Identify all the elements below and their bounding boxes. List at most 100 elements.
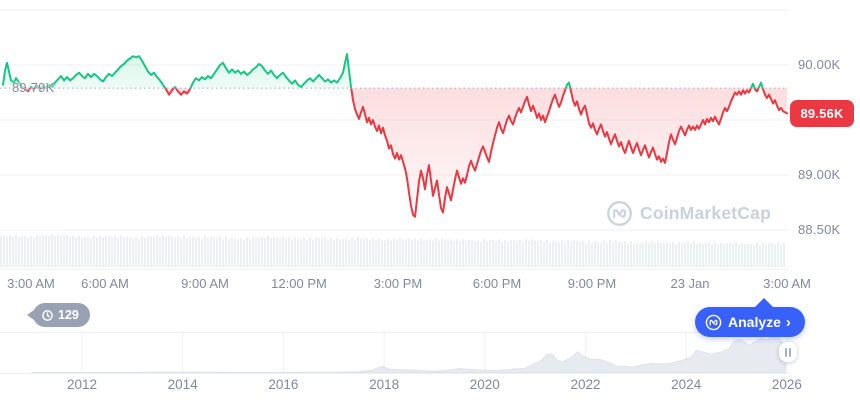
volume-bar	[144, 238, 147, 267]
volume-bar	[294, 237, 297, 267]
volume-bar	[183, 235, 186, 267]
volume-bar	[354, 239, 357, 267]
volume-bar	[696, 243, 699, 267]
volume-bar	[609, 239, 612, 267]
volume-bar	[276, 238, 279, 267]
volume-bar	[240, 238, 243, 267]
volume-bar	[141, 236, 144, 267]
volume-bar	[402, 239, 405, 267]
analyze-button-label: Analyze	[728, 314, 781, 330]
volume-bar	[747, 244, 750, 267]
volume-bar	[780, 245, 783, 267]
volume-bar	[225, 236, 228, 267]
volume-bar	[477, 239, 480, 267]
volume-bar	[687, 241, 690, 267]
volume-bar	[444, 240, 447, 267]
volume-bar	[657, 241, 660, 267]
navigator-year-label: 2016	[268, 377, 299, 392]
volume-bar	[48, 236, 51, 267]
volume-bar	[771, 242, 774, 267]
volume-bar	[90, 237, 93, 267]
volume-bar	[6, 236, 9, 267]
volume-bar	[702, 243, 705, 267]
volume-bar	[684, 242, 687, 267]
volume-bar	[129, 237, 132, 267]
volume-bar	[738, 244, 741, 267]
volume-bar	[135, 236, 138, 267]
volume-bar	[357, 237, 360, 267]
volume-bar	[498, 239, 501, 267]
price-axis: 89.56K 90.00K 89.00K 88.50K	[788, 0, 860, 270]
volume-bar	[273, 236, 276, 267]
volume-bar	[213, 237, 216, 267]
volume-bar	[210, 236, 213, 267]
volume-bar	[366, 238, 369, 267]
volume-bar	[138, 238, 141, 267]
volume-bar	[633, 243, 636, 267]
volume-bar	[549, 242, 552, 267]
main-price-chart[interactable]	[0, 0, 860, 270]
volume-bar	[351, 237, 354, 267]
volume-bar	[741, 242, 744, 267]
volume-bar	[372, 237, 375, 267]
volume-bar	[270, 238, 273, 267]
volume-bar	[618, 241, 621, 267]
volume-bar	[693, 241, 696, 267]
volume-bar	[333, 240, 336, 267]
analyze-button[interactable]: Analyze ›	[695, 307, 805, 337]
navigator-history-area	[31, 335, 786, 373]
annotation-count-badge[interactable]: 129	[27, 303, 90, 327]
volume-bar	[84, 236, 87, 267]
volume-bar	[219, 236, 222, 267]
volume-bar	[291, 239, 294, 267]
coinmarketcap-logo-icon	[705, 314, 722, 330]
volume-bar	[597, 242, 600, 267]
volume-bar	[600, 242, 603, 267]
volume-bar	[492, 239, 495, 267]
volume-bar	[330, 237, 333, 267]
volume-bar	[711, 244, 714, 267]
volume-bar	[261, 236, 264, 267]
volume-bar	[528, 241, 531, 267]
chevron-right-icon: ›	[785, 313, 791, 331]
volume-bar	[3, 235, 6, 267]
volume-bar	[21, 236, 24, 267]
navigator-year-label: 2024	[671, 377, 702, 392]
time-axis-label: 6:00 PM	[472, 276, 522, 291]
volume-bar	[228, 239, 231, 267]
volume-bar	[237, 239, 240, 267]
volume-bar	[489, 239, 492, 267]
volume-bar	[651, 240, 654, 267]
volume-bar	[102, 237, 105, 267]
volume-bar	[630, 241, 633, 267]
volume-bar	[369, 239, 372, 267]
history-clock-icon	[42, 309, 53, 321]
volume-bar	[345, 238, 348, 267]
volume-bar	[42, 235, 45, 267]
volume-bar	[114, 235, 117, 267]
time-axis-label: 23 Jan	[670, 276, 710, 291]
volume-bar	[423, 240, 426, 267]
volume-bar	[396, 240, 399, 267]
volume-bar	[765, 243, 768, 267]
navigator-drag-handle[interactable]	[779, 342, 797, 362]
volume-bar	[234, 238, 237, 267]
volume-bar	[360, 238, 363, 267]
volume-bar	[666, 242, 669, 267]
analyze-button-tail	[753, 298, 775, 309]
volume-bar	[579, 242, 582, 267]
volume-bar	[315, 237, 318, 267]
volume-bar	[540, 239, 543, 267]
volume-bar	[339, 239, 342, 267]
range-navigator-chart[interactable]	[0, 330, 860, 376]
volume-bar	[591, 243, 594, 267]
volume-bar	[63, 235, 66, 267]
volume-bar	[168, 236, 171, 267]
volume-bar	[450, 239, 453, 267]
volume-bar	[153, 237, 156, 267]
volume-bar	[573, 240, 576, 267]
volume-bar	[318, 238, 321, 267]
volume-bar	[561, 240, 564, 267]
volume-bar	[732, 244, 735, 267]
